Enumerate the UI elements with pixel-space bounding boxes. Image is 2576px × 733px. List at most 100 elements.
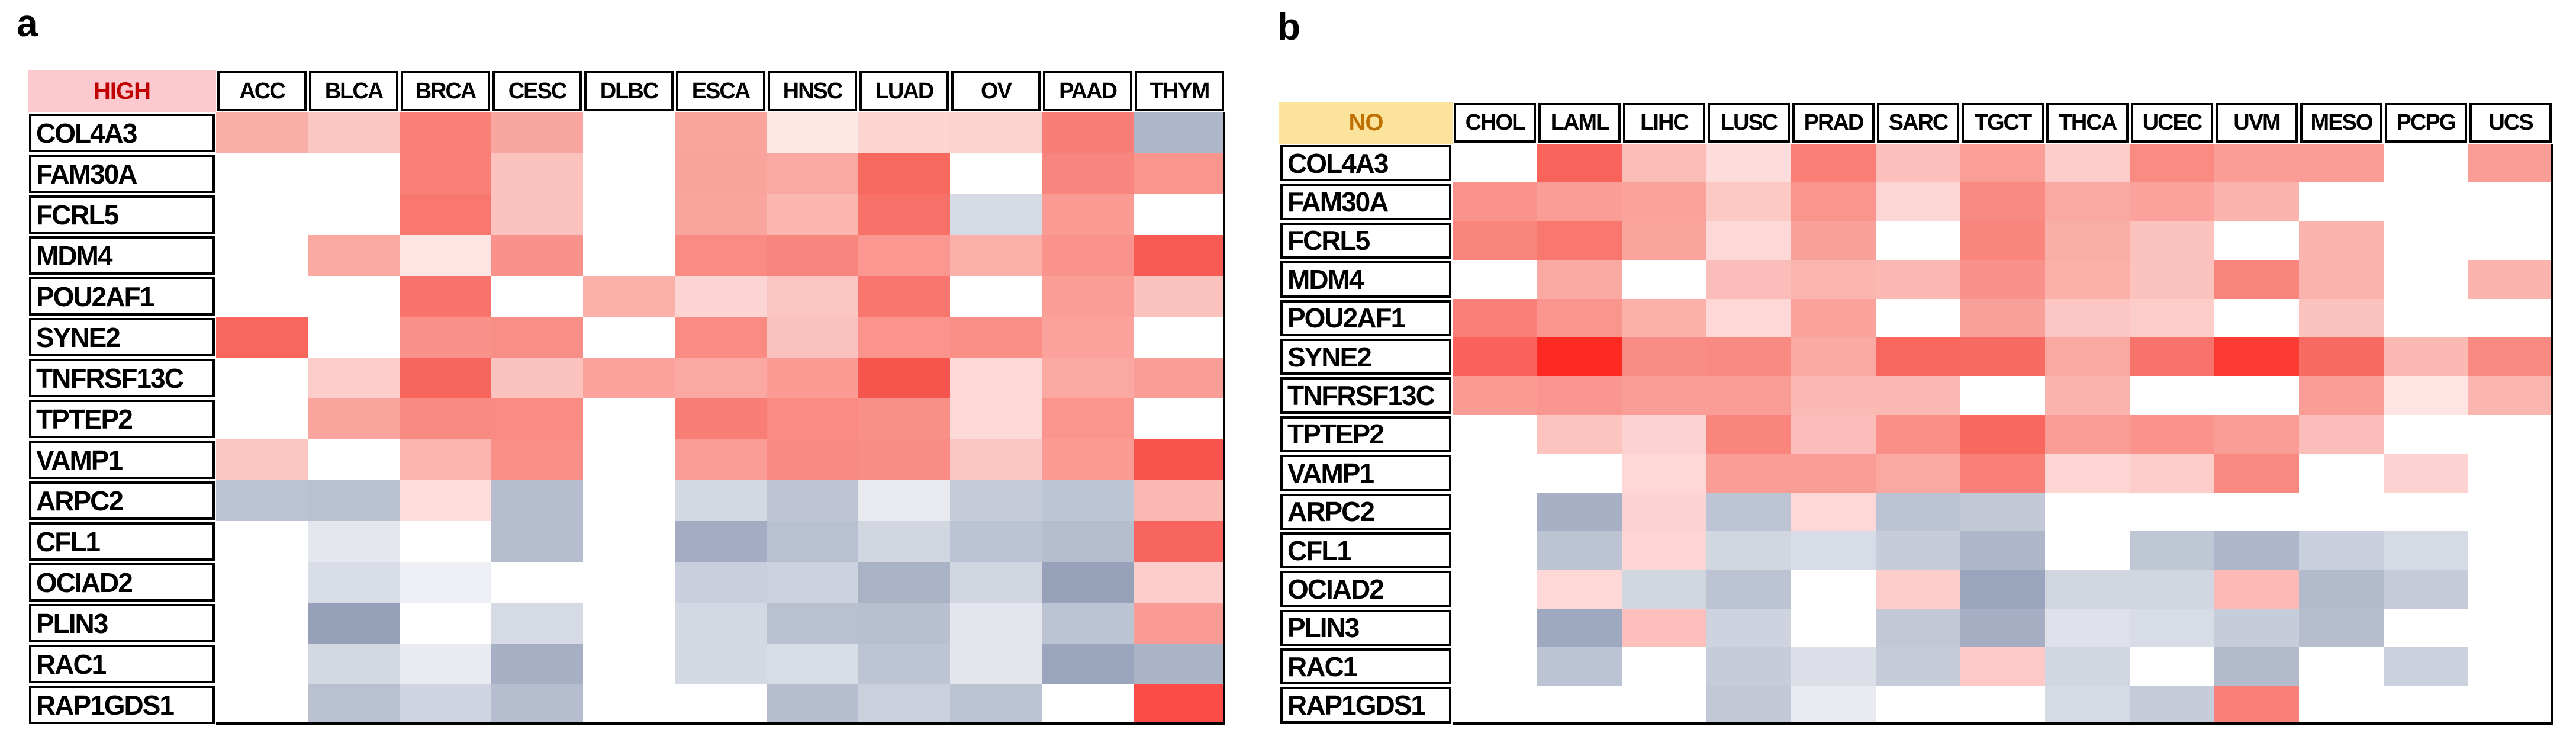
- row-header-plin3: PLIN3: [29, 604, 215, 642]
- heatmap-cell: [1876, 608, 1960, 648]
- heatmap-cell: [308, 276, 400, 317]
- heatmap-cell: [1042, 276, 1134, 317]
- heatmap-cell: [767, 235, 858, 276]
- heatmap-cell: [1960, 182, 2045, 221]
- heatmap-cell: [400, 603, 491, 644]
- heatmap-cell: [1134, 235, 1225, 276]
- heatmap-cell: [2299, 337, 2384, 377]
- heatmap-cell: [2214, 492, 2299, 531]
- column-header-thym: THYM: [1135, 71, 1224, 111]
- heatmap-cell: [491, 112, 583, 153]
- heatmap-cell: [858, 317, 950, 358]
- heatmap-cell: [1706, 260, 1791, 299]
- heatmap-cell: [308, 603, 400, 644]
- heatmap-cell: [767, 439, 858, 480]
- column-header-ucec: UCEC: [2131, 103, 2213, 143]
- heatmap-cell: [2299, 647, 2384, 686]
- heatmap-cell: [858, 603, 950, 644]
- heatmap-cell: [2214, 608, 2299, 648]
- heatmap-cell: [1134, 644, 1225, 684]
- row-header-syne2: SYNE2: [1280, 338, 1451, 375]
- row-header-arpc2: ARPC2: [1280, 493, 1451, 530]
- heatmap-cell: [2384, 414, 2468, 454]
- heatmap-cell: [1537, 144, 1622, 183]
- heatmap-cell: [1537, 570, 1622, 609]
- heatmap-cell: [2299, 570, 2384, 609]
- heatmap-cell: [491, 398, 583, 439]
- heatmap-cell: [491, 644, 583, 684]
- column-header-luad: LUAD: [859, 71, 949, 111]
- heatmap-cell: [583, 276, 675, 317]
- heatmap-cell: [1622, 221, 1706, 261]
- heatmap-cell: [491, 439, 583, 480]
- heatmap-cell: [767, 398, 858, 439]
- heatmap-cell: [2468, 144, 2553, 183]
- heatmap-cell: [1453, 144, 1537, 183]
- row-header-arpc2: ARPC2: [29, 481, 215, 520]
- heatmap-cell: [491, 317, 583, 358]
- heatmap-cell: [1876, 221, 1960, 261]
- heatmap-cell: [2299, 221, 2384, 261]
- heatmap-cell: [2045, 570, 2130, 609]
- row-header-fcrl5: FCRL5: [29, 195, 215, 234]
- heatmap-cell: [583, 480, 675, 521]
- heatmap-cell: [1042, 480, 1134, 521]
- heatmap-cell: [950, 235, 1042, 276]
- heatmap-cell: [1791, 647, 1876, 686]
- heatmap-cell: [2045, 647, 2130, 686]
- row-header-cfl1: CFL1: [29, 522, 215, 561]
- column-header-pcpg: PCPG: [2385, 103, 2467, 143]
- heatmap-cell: [308, 521, 400, 562]
- row-header-rap1gds1: RAP1GDS1: [29, 686, 215, 724]
- row-header-ociad2: OCIAD2: [29, 563, 215, 602]
- heatmap-cell: [1537, 686, 1622, 725]
- heatmap-cell: [216, 235, 308, 276]
- heatmap-cell: [2384, 337, 2468, 377]
- row-header-fam30a: FAM30A: [1280, 184, 1451, 220]
- heatmap-cell: [1042, 398, 1134, 439]
- heatmap-cell: [1876, 414, 1960, 454]
- heatmap-cell: [583, 439, 675, 480]
- heatmap-cell: [858, 358, 950, 398]
- column-header-tgct: TGCT: [1962, 103, 2044, 143]
- column-header-paad: PAAD: [1043, 71, 1132, 111]
- heatmap-cell: [308, 684, 400, 725]
- heatmap-cell: [1960, 570, 2045, 609]
- heatmap-cell: [1537, 454, 1622, 493]
- heatmap-cell: [2130, 454, 2214, 493]
- row-header-tptep2: TPTEP2: [1280, 416, 1451, 453]
- heatmap-cell: [2130, 414, 2214, 454]
- heatmap-cell: [2384, 221, 2468, 261]
- heatmap-cell: [1622, 376, 1706, 415]
- heatmap-cell: [1791, 414, 1876, 454]
- heatmap-cell: [2299, 454, 2384, 493]
- heatmap-cell: [675, 194, 767, 235]
- heatmap-cell: [216, 112, 308, 153]
- heatmap-cell: [675, 276, 767, 317]
- heatmap-cell: [1791, 182, 1876, 221]
- heatmap-cell: [2214, 337, 2299, 377]
- heatmap-cell: [2384, 298, 2468, 337]
- column-header-dlbc: DLBC: [584, 71, 674, 111]
- heatmap-cell: [950, 317, 1042, 358]
- heatmap-cell: [2130, 686, 2214, 725]
- heatmap-cell: [1537, 647, 1622, 686]
- heatmap-cell: [1537, 492, 1622, 531]
- column-header-uvm: UVM: [2216, 103, 2298, 143]
- heatmap-cell: [1960, 686, 2045, 725]
- column-header-thca: THCA: [2046, 103, 2129, 143]
- heatmap-cell: [675, 562, 767, 603]
- heatmap-cell: [2384, 647, 2468, 686]
- heatmap-cell: [1960, 454, 2045, 493]
- heatmap-cell: [1960, 298, 2045, 337]
- heatmap-cell: [858, 276, 950, 317]
- row-header-col4a3: COL4A3: [29, 114, 215, 152]
- heatmap-cell: [1791, 221, 1876, 261]
- heatmap-cell: [675, 480, 767, 521]
- heatmap-cell: [858, 480, 950, 521]
- heatmap-cell: [216, 644, 308, 684]
- panel-b-label: b: [1277, 5, 1301, 48]
- heatmap-cell: [1706, 608, 1791, 648]
- heatmap-cell: [1706, 454, 1791, 493]
- heatmap-cell: [1134, 317, 1225, 358]
